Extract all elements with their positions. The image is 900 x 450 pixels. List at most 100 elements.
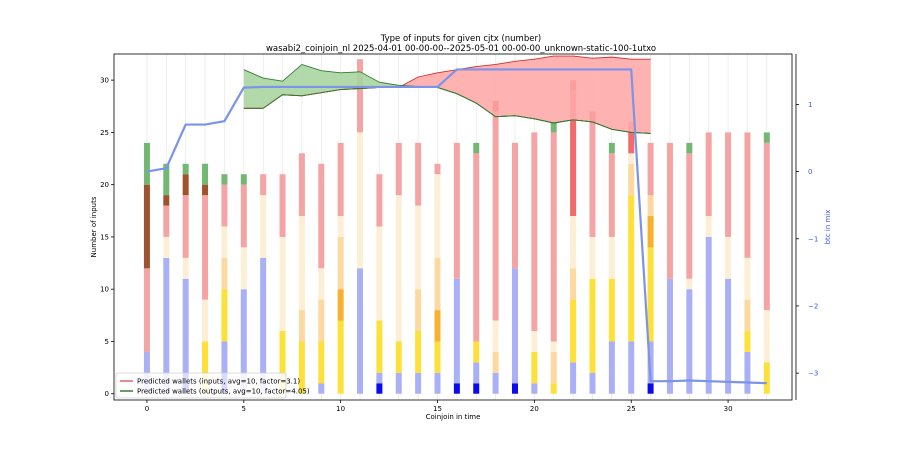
legend-label-inputs: Predicted wallets (inputs, avg=10, facto… <box>137 378 300 386</box>
bar-segment-pink <box>376 174 383 227</box>
y-tick-label: 5 <box>105 338 109 346</box>
y2-tick-label: 1 <box>808 101 812 109</box>
bar-segment-blue-light <box>453 278 460 384</box>
bar-segment-cream <box>725 236 732 279</box>
x-tick-label: 15 <box>433 405 442 413</box>
bar-segment-blue-dark <box>453 383 460 394</box>
bar-segment-green <box>202 163 209 185</box>
bar-segment-pink <box>705 132 712 217</box>
chart-subtitle: wasabi2_coinjoin_nl 2025-04-01 00-00-00-… <box>266 44 656 54</box>
bar-segment-blue-light <box>531 383 538 394</box>
bar-segment-pink <box>647 142 654 196</box>
chart-title: Type of inputs for given cjtx (number) <box>380 34 542 44</box>
bar-segment-pink <box>473 153 480 342</box>
bar-segment-cream <box>221 226 228 258</box>
bar-segment-pink <box>260 174 267 196</box>
bar-segment-blue-light <box>492 372 499 394</box>
bar-segment-pink <box>318 163 325 269</box>
bar-segment-cream <box>589 236 596 279</box>
bar-segment-peach <box>492 351 499 373</box>
bar-segment-pink <box>337 142 344 217</box>
bar-segment-cream <box>531 331 538 352</box>
y-tick-label: 20 <box>100 181 109 189</box>
bar-segment-blue-light <box>221 341 228 373</box>
bar-segment-cream <box>628 153 635 164</box>
bar-segment-orange <box>647 216 654 248</box>
y-tick-label: 30 <box>100 77 109 85</box>
bar-segment-pink <box>202 195 209 300</box>
bar-segment-pink <box>666 142 673 279</box>
bar-segment-blue-light <box>395 372 402 394</box>
bar-segment-blue-dark <box>647 383 654 394</box>
bar-segment-cream <box>202 299 209 342</box>
plot-frame <box>113 53 793 401</box>
btc-in-mix-polyline <box>146 68 767 385</box>
bar-segment-brown <box>182 174 189 196</box>
bar-segment-yellow <box>202 341 209 394</box>
y2-tick-label: 0 <box>808 168 812 176</box>
bar-segment-blue-light <box>744 351 751 394</box>
x-tick-label: 5 <box>242 405 246 413</box>
bar-segment-cream <box>395 195 402 342</box>
bar-segment-yellow <box>221 289 228 342</box>
bar-segment-pink <box>395 142 402 196</box>
bar-segment-cream <box>415 205 422 290</box>
bar-segment-cream <box>318 268 325 300</box>
bar-segment-cream <box>240 247 247 290</box>
bar-segment-green <box>763 132 770 143</box>
y-tick-label: 15 <box>100 233 109 241</box>
bar-segment-green <box>221 174 228 185</box>
bar-segment-cream <box>376 226 383 321</box>
bar-segment-green <box>182 163 189 175</box>
bar-segment-peach <box>434 257 441 311</box>
bar-segment-yellow <box>415 331 422 373</box>
bar-segment-cream <box>744 257 751 300</box>
bar-segment-pink <box>221 184 228 227</box>
bar-segment-pink <box>415 142 422 206</box>
bar-segment-blue-dark <box>376 383 383 394</box>
bar-segment-yellow <box>628 195 635 342</box>
bar-segment-orange <box>337 289 344 321</box>
x-tick-label: 0 <box>145 405 149 413</box>
bar-segment-blue-light <box>686 289 693 394</box>
bar-segment-peach <box>221 257 228 290</box>
predicted-outputs-area <box>243 64 651 134</box>
bar-segment-cream <box>608 236 615 279</box>
bar-segment-green <box>143 142 150 185</box>
bar-segment-cream <box>298 216 305 311</box>
stacked-bars <box>143 59 770 394</box>
bar-segment-blue-light <box>628 341 635 394</box>
bar-segment-pink <box>511 142 518 269</box>
bar-segment-cream <box>434 174 441 258</box>
bar-segment-cream <box>163 236 170 258</box>
bar-segment-brown <box>202 184 209 196</box>
bar-segment-blue-light <box>318 383 325 394</box>
bar-segment-green <box>550 121 557 133</box>
btc-in-mix-line <box>146 68 767 385</box>
bar-segment-yellow <box>279 331 286 394</box>
bar-segment-blue-light <box>647 341 654 384</box>
bar-segment-yellow <box>570 299 577 363</box>
bar-segment-orange <box>434 310 441 342</box>
bar-segment-cream <box>492 320 499 352</box>
x-tick-label: 25 <box>627 405 636 413</box>
bar-segment-pink <box>163 205 170 237</box>
bar-segment-pink <box>357 59 364 133</box>
bar-segment-yellow <box>647 247 654 342</box>
y-tick-label: 0 <box>105 390 109 398</box>
legend-box <box>115 372 287 399</box>
bar-segment-blue-dark <box>511 383 518 394</box>
bar-segment-peach <box>744 299 751 332</box>
bar-segment-cream <box>570 216 577 269</box>
bar-segment-blue-light <box>511 268 518 384</box>
bar-segment-peach <box>570 268 577 300</box>
bar-segment-blue-light <box>608 341 615 394</box>
bar-segment-blue-dark <box>473 383 480 394</box>
x-axis-label: Coinjoin in time <box>426 413 481 421</box>
bar-segment-pink <box>531 132 538 332</box>
bar-segment-blue-light <box>725 278 732 394</box>
y-tick-label: 10 <box>100 286 109 294</box>
bar-segment-yellow <box>376 320 383 373</box>
bar-segment-cream <box>279 236 286 332</box>
